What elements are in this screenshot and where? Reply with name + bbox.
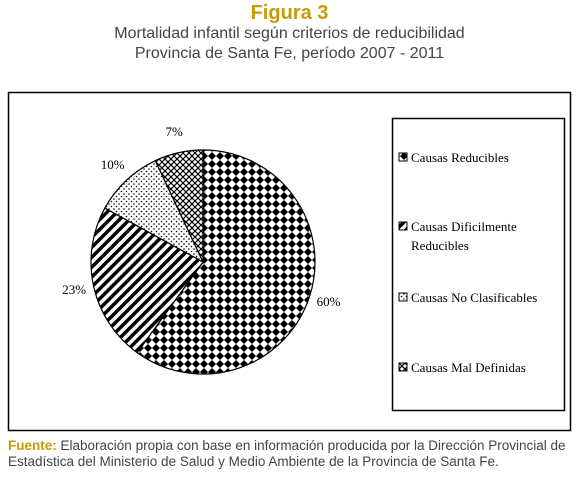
chart-subtitle: Mortalidad infantil según criterios de r… [114,25,465,42]
legend-item: Causas Mal Definidas [411,360,526,375]
legend-box [391,117,566,412]
legend-label: Causas Reducibles [411,150,509,165]
legend-item: Causas No Clasificables [411,290,538,305]
legend-marker [398,152,408,162]
data-label: 10% [101,157,125,172]
pie-slice [136,149,316,375]
data-label: 7% [166,124,184,139]
legend-label: Causas No Clasificables [411,290,538,305]
legend-marker [398,221,408,231]
source: Fuente: Elaboración propia con base en i… [8,438,573,470]
legend-item: Causas Reducibles [411,150,509,165]
legend-label: Causas Mal Definidas [411,360,526,375]
chart-subtitle: Provincia de Santa Fe, período 2007 - 20… [134,45,445,62]
legend-item: Causas Dificilmente Reducibles [411,219,517,253]
pie-slice [90,207,204,354]
chart-title: Figura 3 [250,2,329,24]
legend-label: Causas Dificilmente Reducibles [411,219,517,253]
data-label: 60% [317,294,341,309]
legend-marker [398,362,408,372]
legend-marker [398,292,408,302]
source-text: Elaboración propia con base en informaci… [8,438,566,469]
chart-frame [7,91,572,432]
data-label: 23% [62,282,86,297]
source-label: Fuente: [8,438,57,453]
pie-slice [154,149,204,263]
